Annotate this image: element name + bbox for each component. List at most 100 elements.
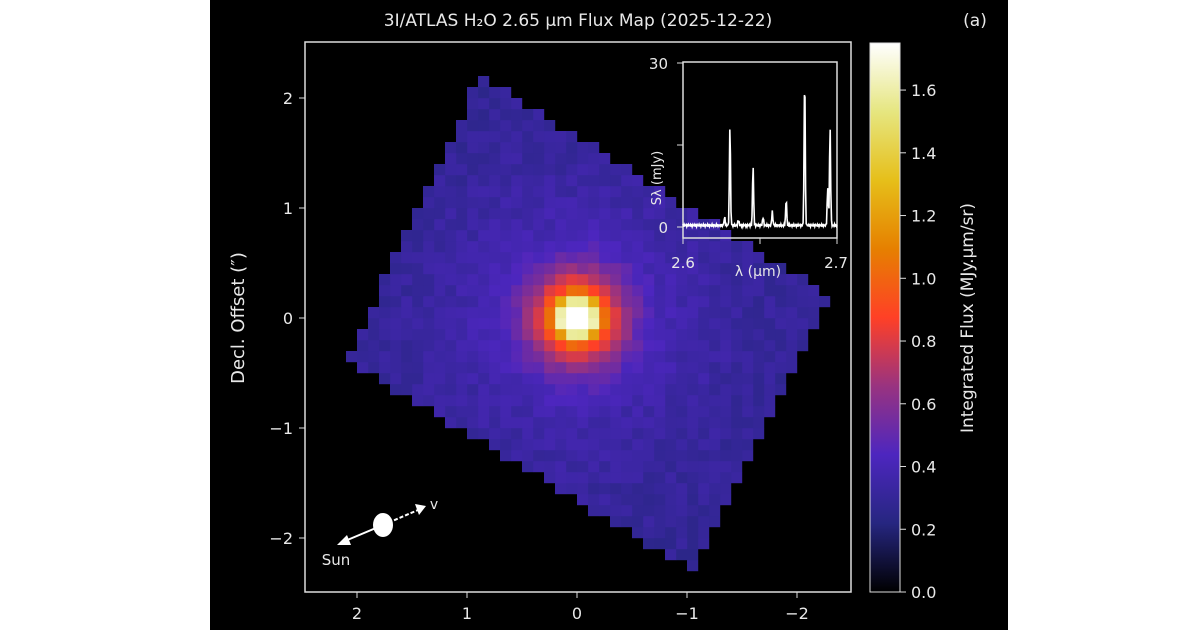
heatmap-pixel — [654, 351, 666, 363]
heatmap-pixel — [566, 428, 578, 440]
heatmap-pixel — [786, 274, 798, 286]
heatmap-pixel — [709, 450, 721, 462]
heatmap-pixel — [555, 274, 567, 286]
heatmap-pixel — [577, 197, 589, 209]
heatmap-pixel — [522, 186, 534, 198]
heatmap-pixel — [665, 263, 677, 275]
heatmap-pixel — [423, 219, 435, 231]
heatmap-pixel — [555, 428, 567, 440]
heatmap-pixel — [511, 230, 523, 242]
heatmap-pixel — [665, 527, 677, 539]
heatmap-pixel — [643, 373, 655, 385]
heatmap-pixel — [445, 406, 457, 418]
heatmap-pixel — [467, 351, 479, 363]
heatmap-pixel — [731, 406, 743, 418]
heatmap-pixel — [599, 208, 611, 220]
heatmap-pixel — [467, 307, 479, 319]
heatmap-pixel — [533, 219, 545, 231]
heatmap-pixel — [632, 329, 644, 341]
heatmap-pixel — [632, 461, 644, 473]
heatmap-pixel — [566, 285, 578, 297]
heatmap-pixel — [632, 362, 644, 374]
heatmap-pixel — [698, 230, 710, 242]
heatmap-pixel — [643, 230, 655, 242]
heatmap-pixel — [676, 439, 688, 451]
heatmap-pixel — [478, 131, 490, 143]
colorbar — [869, 42, 901, 593]
heatmap-pixel — [412, 252, 424, 264]
heatmap-pixel — [577, 175, 589, 187]
heatmap-pixel — [511, 131, 523, 143]
heatmap-pixel — [566, 483, 578, 495]
heatmap-pixel — [456, 208, 468, 220]
heatmap-pixel — [720, 417, 732, 429]
heatmap-pixel — [489, 373, 501, 385]
heatmap-pixel — [379, 307, 391, 319]
heatmap-pixel — [676, 274, 688, 286]
heatmap-pixel — [566, 296, 578, 308]
heatmap-pixel — [709, 362, 721, 374]
heatmap-pixel — [489, 274, 501, 286]
heatmap-pixel — [676, 395, 688, 407]
heatmap-pixel — [808, 318, 820, 330]
heatmap-pixel — [522, 230, 534, 242]
heatmap-pixel — [456, 318, 468, 330]
heatmap-pixel — [489, 131, 501, 143]
heatmap-pixel — [610, 472, 622, 484]
heatmap-pixel — [687, 285, 699, 297]
heatmap-pixel — [621, 285, 633, 297]
heatmap-pixel — [621, 340, 633, 352]
heatmap-pixel — [456, 351, 468, 363]
heatmap-pixel — [467, 120, 479, 132]
heatmap-pixel — [654, 395, 666, 407]
heatmap-pixel — [654, 472, 666, 484]
heatmap-pixel — [478, 98, 490, 110]
heatmap-pixel — [742, 406, 754, 418]
heatmap-pixel — [775, 263, 787, 275]
heatmap-pixel — [665, 483, 677, 495]
heatmap-pixel — [456, 263, 468, 275]
heatmap-pixel — [566, 230, 578, 242]
heatmap-pixel — [654, 483, 666, 495]
heatmap-pixel — [401, 307, 413, 319]
heatmap-pixel — [467, 263, 479, 275]
heatmap-pixel — [731, 274, 743, 286]
heatmap-pixel — [434, 252, 446, 264]
heatmap-pixel — [544, 340, 556, 352]
heatmap-pixel — [533, 186, 545, 198]
heatmap-pixel — [599, 274, 611, 286]
heatmap-pixel — [379, 373, 391, 385]
heatmap-pixel — [401, 241, 413, 253]
heatmap-pixel — [797, 307, 809, 319]
heatmap-pixel — [654, 494, 666, 506]
heatmap-pixel — [390, 373, 402, 385]
heatmap-pixel — [478, 406, 490, 418]
heatmap-pixel — [588, 340, 600, 352]
heatmap-pixel — [610, 340, 622, 352]
colorbar-tick-label: 0.4 — [911, 458, 936, 477]
heatmap-pixel — [687, 340, 699, 352]
heatmap-pixel — [522, 428, 534, 440]
heatmap-pixel — [588, 450, 600, 462]
heatmap-pixel — [786, 285, 798, 297]
heatmap-pixel — [555, 461, 567, 473]
heatmap-pixel — [533, 428, 545, 440]
heatmap-pixel — [665, 230, 677, 242]
heatmap-pixel — [643, 494, 655, 506]
heatmap-pixel — [544, 263, 556, 275]
heatmap-pixel — [698, 505, 710, 517]
heatmap-pixel — [533, 318, 545, 330]
heatmap-pixel — [698, 461, 710, 473]
heatmap-pixel — [467, 340, 479, 352]
heatmap-pixel — [489, 98, 501, 110]
x-tick-label: 2 — [352, 604, 362, 623]
heatmap-pixel — [456, 362, 468, 374]
heatmap-pixel — [577, 439, 589, 451]
heatmap-pixel — [720, 461, 732, 473]
heatmap-pixel — [764, 263, 776, 275]
heatmap-pixel — [346, 351, 358, 363]
heatmap-pixel — [643, 340, 655, 352]
heatmap-pixel — [412, 373, 424, 385]
heatmap-pixel — [698, 263, 710, 275]
heatmap-pixel — [423, 296, 435, 308]
